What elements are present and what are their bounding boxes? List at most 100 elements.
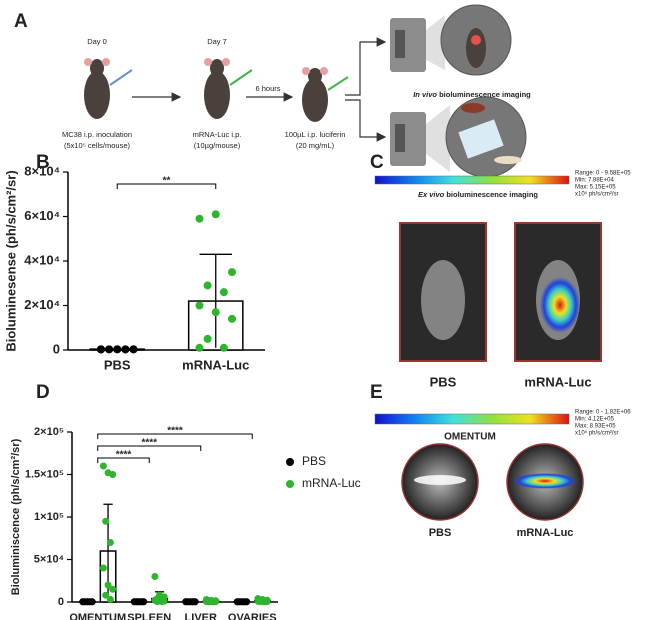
data-point [99, 462, 107, 470]
data-point [261, 598, 269, 606]
data-point [109, 585, 117, 593]
y-tick-label: 1×10⁵ [34, 511, 64, 523]
data-point [195, 301, 204, 310]
x-tick-label: OMENTUM [69, 612, 126, 620]
data-point [86, 598, 94, 606]
imaging-panel: Range: 0 - 9.58E+05 Min: 7.88E+04 Max: 5… [374, 171, 631, 389]
panel-letter: A [14, 11, 28, 32]
data-point [102, 591, 110, 599]
panel-letter: B [36, 152, 50, 173]
step-label: MC38 i.p. inoculation [62, 130, 132, 139]
data-point [228, 268, 237, 277]
step-detail: (5x10⁵ cells/mouse) [64, 141, 131, 150]
schematic: Day 0 Day 7 6 hours MC38 i.p. inoculatio… [62, 4, 538, 199]
imaging-text: bioluminescence imaging [444, 190, 538, 199]
image-label: PBS [429, 527, 452, 539]
mouse-icon [84, 58, 328, 122]
imager [390, 4, 527, 178]
max: Max: 8.93E+05 [575, 424, 616, 430]
panel-letter: D [36, 382, 50, 403]
unit: x10⁵ ph/s/cm²/sr [575, 430, 619, 437]
data-point [211, 308, 220, 317]
data-point [96, 345, 105, 354]
data-point [219, 343, 228, 352]
x-tick-label: OVARIES [228, 612, 277, 620]
step-day: Day 7 [207, 37, 227, 46]
significance-label: ** [163, 176, 171, 187]
data-point [240, 598, 248, 606]
x-tick-label: PBS [104, 357, 131, 372]
y-tick-label: 1.5×10⁵ [25, 468, 64, 480]
y-tick-label: 6×10⁴ [24, 208, 60, 223]
unit: x10⁵ ph/s/cm²/sr [575, 191, 619, 198]
min: Min: 7.88E+04 [575, 178, 615, 184]
y-tick-label: 4×10⁴ [24, 252, 60, 267]
data-point [129, 345, 138, 354]
significance-bracket [97, 457, 150, 463]
min: Min: 4.12E+05 [575, 417, 615, 423]
data-point [113, 345, 122, 354]
significance-bracket [97, 445, 202, 451]
data-point [109, 471, 117, 478]
y-tick-label: 0 [58, 596, 64, 608]
data-point [104, 581, 112, 589]
legend-marker [286, 480, 294, 488]
step-label: 100µL i.p. luciferin [285, 130, 346, 139]
legend-label: mRNA-Luc [302, 476, 361, 490]
data-point [102, 517, 110, 525]
data-point [195, 343, 204, 352]
data-point [209, 598, 217, 606]
range: Range: 0 - 1.82E+06 [575, 410, 631, 416]
interval: 6 hours [255, 84, 280, 93]
imaging-panel: Range: 0 - 1.82E+06 Min: 4.12E+05 Max: 8… [374, 410, 631, 539]
legend-label: PBS [302, 454, 326, 468]
significance-label: **** [141, 438, 157, 449]
y-tick-label: 8×10⁴ [24, 163, 60, 178]
step-detail: (20 mg/mL) [296, 141, 335, 150]
imaging-label: In vivo bioluminescence imaging [413, 90, 531, 99]
max: Max: 5.15E+05 [575, 185, 616, 191]
data-point [195, 214, 204, 223]
imaging-label: Ex vivo bioluminescence imaging [418, 190, 538, 199]
significance-bracket [116, 183, 217, 189]
image-label: PBS [430, 374, 457, 389]
y-tick-label: 2×10⁵ [34, 426, 64, 438]
data-point [219, 288, 228, 297]
y-tick-label: 0 [53, 341, 60, 356]
luminescence [540, 277, 580, 333]
panel-letter: E [370, 382, 383, 403]
image-body [421, 260, 465, 340]
data-point [158, 598, 166, 606]
data-point [203, 281, 212, 290]
data-point [121, 345, 130, 354]
y-axis-label: Bioluminiscence (ph/s/cm²/sr) [10, 438, 22, 595]
syringe [109, 69, 349, 91]
data-point [211, 210, 220, 219]
significance-label: **** [116, 450, 132, 461]
y-axis-label: Bioluminesense (ph/s/cm²/sr) [3, 170, 18, 351]
step-detail: (10µg/mouse) [194, 141, 241, 150]
range: Range: 0 - 9.58E+05 [575, 171, 631, 177]
image-label: mRNA-Luc [524, 374, 591, 389]
step-day: Day 0 [87, 37, 107, 46]
imaging-text: bioluminescence imaging [437, 90, 531, 99]
y-tick-label: 2×10⁴ [24, 297, 60, 312]
panel-letter: C [370, 152, 384, 173]
data-point [99, 564, 107, 572]
x-tick-label: mRNA-Luc [182, 357, 249, 372]
color-bar [374, 413, 570, 425]
x-tick-label: LIVER [185, 612, 217, 620]
data-point [228, 314, 237, 323]
arrow [132, 37, 387, 142]
data-point [106, 595, 114, 603]
significance-bracket [97, 433, 253, 439]
significance-label: **** [167, 426, 183, 437]
data-point [105, 345, 114, 354]
imaging-mode: Ex vivo [418, 190, 445, 199]
image-body [414, 475, 466, 485]
imaging-mode: In vivo [413, 90, 437, 99]
data-point [203, 334, 212, 343]
y-tick-label: 5×10⁴ [34, 553, 64, 565]
image-title: OMENTUM [444, 432, 496, 443]
